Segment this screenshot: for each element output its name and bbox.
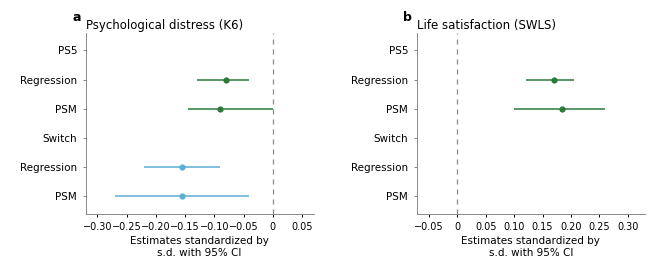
Text: a: a xyxy=(72,11,81,24)
X-axis label: Estimates standardized by
s.d. with 95% CI: Estimates standardized by s.d. with 95% … xyxy=(461,236,600,258)
Text: Life satisfaction (SWLS): Life satisfaction (SWLS) xyxy=(417,19,555,32)
Text: b: b xyxy=(403,11,412,24)
X-axis label: Estimates standardized by
s.d. with 95% CI: Estimates standardized by s.d. with 95% … xyxy=(130,236,269,258)
Text: Psychological distress (K6): Psychological distress (K6) xyxy=(86,19,243,32)
